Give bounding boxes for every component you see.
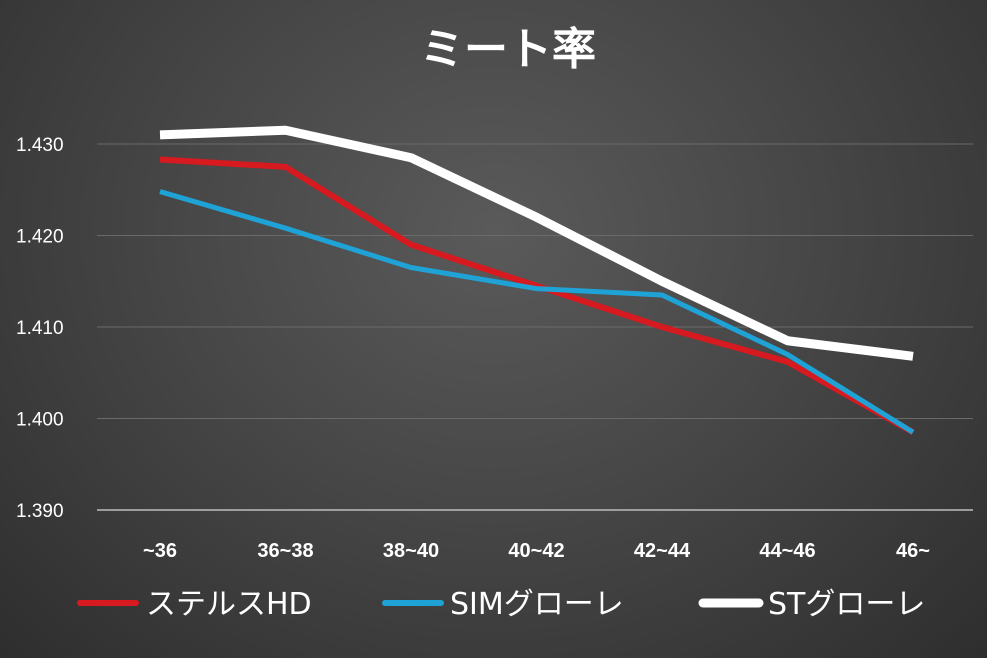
y-tick-label: 1.390 <box>16 501 64 522</box>
y-axis-ticks: 1.390 1.400 1.410 1.420 1.430 <box>16 135 64 522</box>
series-line-2 <box>159 189 915 435</box>
legend-label-1: ステルスHD <box>146 587 312 622</box>
x-tick-label: ~36 <box>143 540 177 562</box>
series-lines <box>159 125 915 435</box>
y-tick-label: 1.420 <box>16 227 64 248</box>
series-line-1 <box>159 156 915 435</box>
gridlines <box>97 143 973 511</box>
x-tick-label: 38~40 <box>383 540 439 562</box>
x-tick-label: 40~42 <box>508 540 564 562</box>
x-tick-label: 44~46 <box>759 540 815 562</box>
legend-label-3: STグローレ <box>768 587 925 622</box>
y-tick-label: 1.430 <box>16 135 64 156</box>
chart-title: ミート率 <box>420 24 596 75</box>
series-line-3 <box>159 125 914 361</box>
x-tick-label: 46~ <box>896 540 930 562</box>
legend: ステルスHD SIMグローレ STグローレ <box>77 587 925 622</box>
legend-label-2: SIMグローレ <box>450 587 624 622</box>
x-tick-label: 42~44 <box>634 540 691 562</box>
x-tick-label: 36~38 <box>257 540 313 562</box>
y-tick-label: 1.400 <box>16 410 64 431</box>
x-axis-ticks: ~36 36~38 38~40 40~42 42~44 44~46 46~ <box>143 540 930 562</box>
y-tick-label: 1.410 <box>16 318 64 339</box>
